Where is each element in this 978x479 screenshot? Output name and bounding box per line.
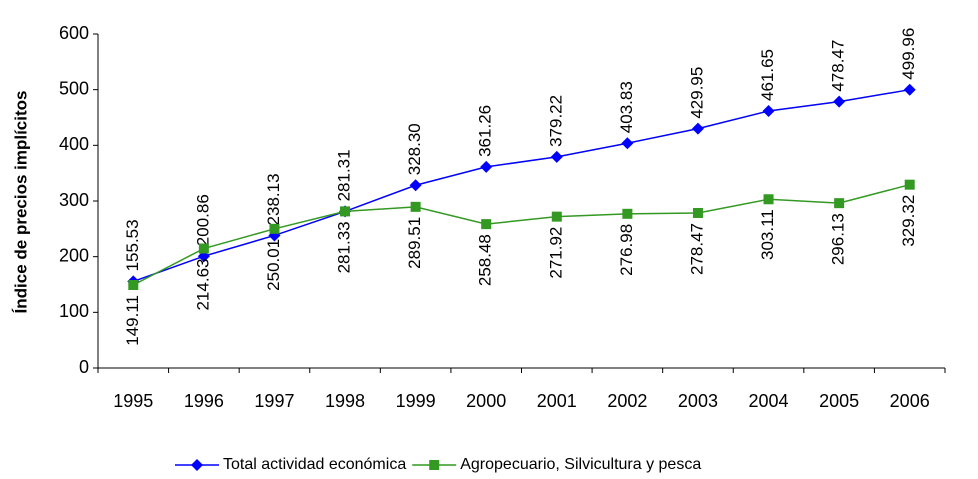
data-point [340, 206, 351, 217]
data-point [903, 83, 916, 96]
x-tick-label: 1996 [184, 391, 224, 411]
data-point [198, 243, 209, 254]
x-tick-label: 2001 [537, 391, 577, 411]
x-tick-label: 1995 [113, 391, 153, 411]
data-point [621, 137, 634, 150]
x-tick-label: 1998 [325, 391, 365, 411]
series-line [132, 183, 910, 286]
data-point [622, 208, 633, 219]
data-label: 149.11 [123, 295, 142, 346]
x-tick-label: 2002 [607, 391, 647, 411]
data-point [409, 179, 422, 192]
y-tick-label: 600 [59, 23, 89, 43]
data-point [763, 194, 774, 205]
x-tick-label: 2003 [678, 391, 718, 411]
legend-label: Total actividad económica [223, 456, 406, 473]
data-point [269, 223, 280, 234]
data-point [481, 219, 492, 230]
y-tick-label: 100 [59, 301, 89, 321]
data-label: 250.01 [264, 239, 283, 291]
data-label: 328.30 [405, 123, 424, 175]
y-axis-title: Índice de precios implícitos [11, 91, 30, 314]
legend-label: Agropecuario, Silvicultura y pesca [460, 456, 701, 473]
series-line [133, 88, 910, 283]
data-label: 461.65 [758, 49, 777, 101]
data-label: 499.96 [899, 28, 918, 80]
x-tick-label: 1997 [254, 391, 294, 411]
data-label: 258.48 [476, 234, 495, 286]
data-label: 361.26 [476, 105, 495, 157]
x-tick-label: 2000 [466, 391, 506, 411]
data-label: 296.13 [829, 213, 848, 265]
data-point [128, 279, 139, 290]
data-label: 303.11 [758, 209, 777, 260]
data-point [480, 160, 493, 173]
data-label: 289.51 [405, 217, 424, 269]
y-tick-label: 500 [59, 78, 89, 98]
y-tick-label: 400 [59, 134, 89, 154]
x-tick-label: 2006 [890, 391, 930, 411]
data-label: 379.22 [546, 95, 565, 147]
data-point [551, 211, 562, 222]
legend-marker [429, 460, 440, 470]
data-label: 271.92 [546, 227, 565, 279]
y-tick-label: 0 [79, 357, 89, 377]
data-label: 276.98 [617, 224, 636, 276]
data-label: 155.53 [123, 219, 142, 271]
data-label: 278.47 [687, 223, 706, 275]
data-label: 329.32 [899, 195, 918, 247]
data-label: 281.33 [335, 221, 354, 273]
legend-marker [191, 459, 203, 471]
data-label: 478.47 [829, 40, 848, 92]
data-label: 429.95 [687, 67, 706, 119]
data-point [762, 105, 775, 118]
data-label: 214.63 [193, 259, 212, 311]
y-tick-label: 200 [59, 245, 89, 265]
x-tick-label: 2004 [749, 391, 789, 411]
data-point [410, 201, 421, 212]
data-point [834, 198, 845, 209]
data-point [904, 179, 915, 190]
x-tick-label: 1999 [396, 391, 436, 411]
data-point [691, 122, 704, 135]
data-label: 403.83 [617, 81, 636, 133]
data-label: 200.86 [193, 194, 212, 246]
data-point [692, 207, 703, 218]
x-tick-label: 2005 [819, 391, 859, 411]
data-label: 281.31 [335, 149, 354, 201]
data-point [550, 150, 563, 163]
data-point [833, 95, 846, 108]
y-tick-label: 300 [59, 190, 89, 210]
data-label: 238.13 [264, 173, 283, 225]
